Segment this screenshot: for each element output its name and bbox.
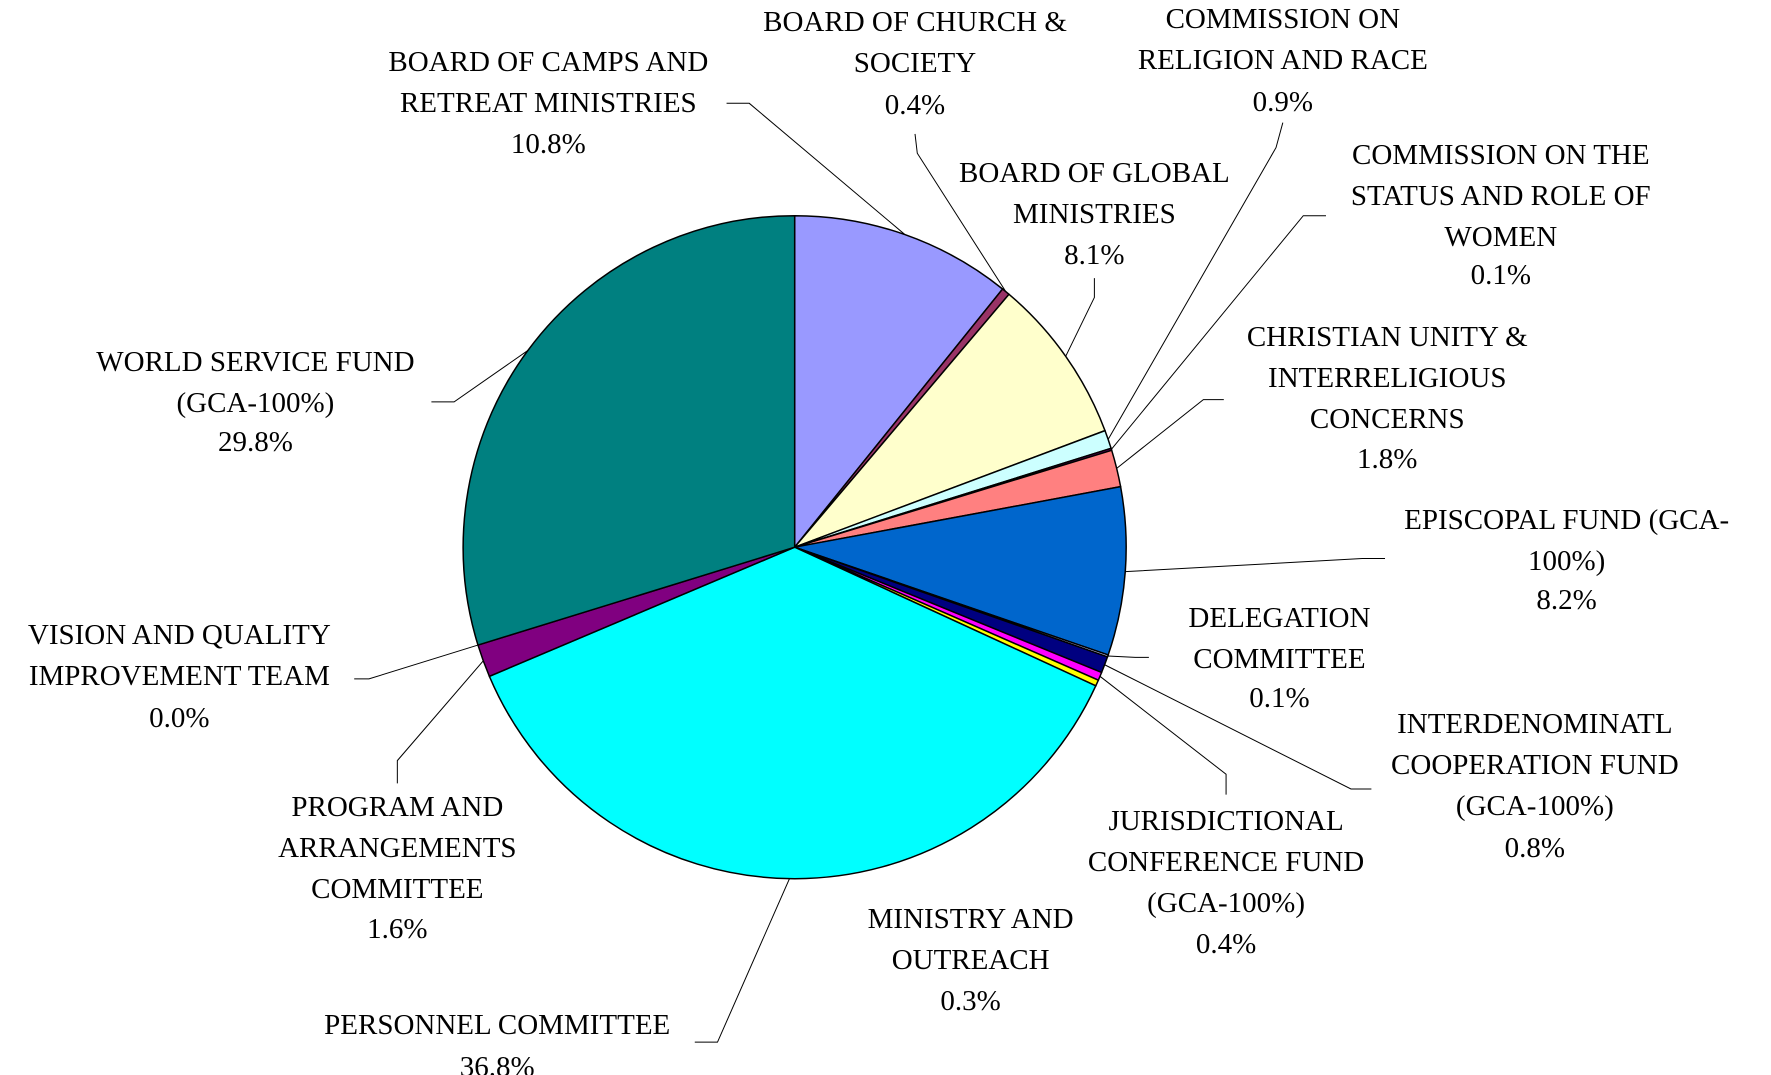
- slice-value-label: 0.1%: [1470, 259, 1531, 292]
- slice-value-label: 8.2%: [1536, 584, 1597, 617]
- slice-value-label: 8.1%: [1064, 238, 1125, 271]
- leader-line: [694, 878, 790, 1043]
- slice-value-label: 0.1%: [1249, 681, 1310, 714]
- leader-line: [1104, 664, 1372, 790]
- slice-label: EPISCOPAL FUND (GCA-100%): [1404, 503, 1730, 577]
- leader-line: [431, 350, 529, 403]
- slice-value-label: 0.4%: [884, 89, 946, 122]
- leader-line: [1107, 655, 1149, 658]
- slice-value-label: 0.8%: [1504, 831, 1566, 864]
- slice-label: COMMISSION ON THE STATUS AND ROLE OF WOM…: [1350, 139, 1651, 254]
- leader-line: [1111, 215, 1326, 450]
- leader-line: [1099, 675, 1227, 795]
- leader-line: [726, 102, 906, 235]
- pie-slice: [488, 546, 1097, 880]
- leader-line: [914, 133, 1007, 292]
- slice-value-label: 1.8%: [1357, 443, 1418, 476]
- leader-line: [396, 660, 484, 784]
- slice-label: COMMISSION ON RELIGION AND RACE: [1137, 2, 1428, 76]
- leader-line: [1125, 558, 1386, 573]
- slice-label: BOARD OF CAMPS AND RETREAT MINISTRIES: [388, 46, 709, 119]
- slice-value-label: 0.4%: [1195, 928, 1257, 961]
- pie-slice: [791, 485, 1127, 656]
- slice-label: CHRISTIAN UNITY & INTERRELIGIOUS CONCERN…: [1246, 320, 1528, 435]
- slice-label: INTERDENOMINATL COOPERATION FUND (GCA-10…: [1391, 707, 1679, 822]
- slice-label: MINISTRY AND OUTREACH: [867, 903, 1074, 977]
- pie-slice: [462, 214, 796, 647]
- slice-label: JURISDICTIONAL CONFERENCE FUND (GCA-100%…: [1087, 805, 1365, 920]
- slice-value-label: 0.9%: [1252, 85, 1314, 118]
- slice-value-label: 10.8%: [510, 127, 586, 160]
- leader-line: [1065, 278, 1095, 357]
- leader-line: [1116, 399, 1224, 469]
- slice-value-label: 29.8%: [217, 426, 293, 459]
- slice-label: WORLD SERVICE FUND (GCA-100%): [96, 345, 415, 419]
- slice-label: PROGRAM AND ARRANGEMENTS COMMITTEE: [278, 790, 517, 905]
- slice-value-label: 36.8%: [459, 1050, 535, 1075]
- slice-label: DELEGATION COMMITTEE: [1188, 602, 1371, 676]
- slice-value-label: 1.6%: [367, 913, 428, 946]
- leader-line: [354, 644, 479, 680]
- slice-value-label: 0.3%: [940, 984, 1001, 1017]
- slice-label: PERSONNEL COMMITTEE: [324, 1008, 671, 1041]
- slice-label: VISION AND QUALITY IMPROVEMENT TEAM: [27, 619, 331, 693]
- slice-label: BOARD OF GLOBAL MINISTRIES: [959, 157, 1230, 231]
- pie-slice: [793, 214, 1004, 550]
- slice-label: BOARD OF CHURCH & SOCIETY: [763, 6, 1067, 80]
- slice-value-label: 0.0%: [149, 702, 210, 735]
- leader-line: [1107, 122, 1284, 440]
